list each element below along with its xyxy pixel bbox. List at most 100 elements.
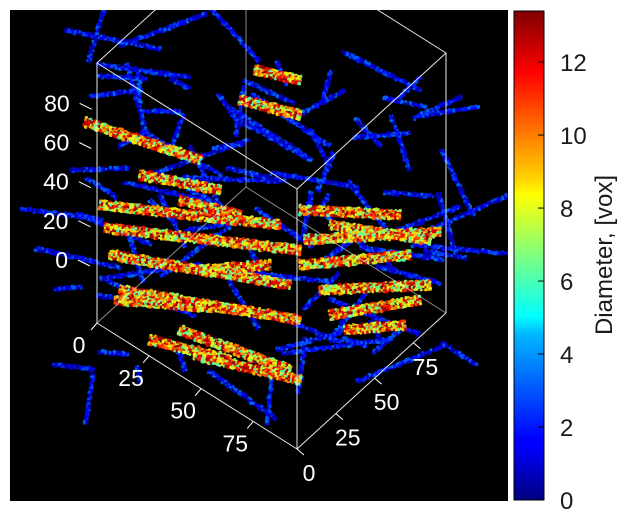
vessel-point — [432, 251, 436, 256]
vessel-point — [384, 319, 387, 322]
vessel-point — [337, 343, 341, 347]
vessel-point — [102, 165, 106, 170]
vessel-point — [177, 75, 180, 78]
vessel-point — [220, 171, 224, 175]
vessel-point — [442, 112, 445, 115]
vessel-point — [470, 213, 474, 217]
vessel-point — [383, 189, 387, 194]
vessel-point — [327, 253, 331, 257]
vessel-point — [268, 381, 271, 384]
vessel-point — [403, 131, 406, 134]
vessel-point — [226, 146, 230, 151]
vessel-point — [280, 350, 285, 355]
vessel-point — [83, 422, 86, 425]
vessel-point — [213, 170, 217, 174]
vessel-point — [256, 85, 260, 89]
vessel-point — [242, 42, 246, 46]
vessel-point — [292, 103, 295, 106]
vessel-point — [240, 179, 244, 184]
vessel-point — [110, 194, 113, 198]
vessel-point — [182, 113, 186, 117]
vessel-point — [19, 206, 23, 210]
vessel-point — [202, 227, 205, 231]
vessel-point — [92, 49, 95, 52]
vessel-point — [474, 364, 477, 367]
vessel-point — [351, 186, 355, 189]
vessel-point — [88, 260, 91, 263]
vessel-point — [109, 297, 112, 300]
vessel-point — [218, 173, 223, 178]
vessel-point — [139, 100, 143, 105]
vessel-point — [442, 244, 445, 247]
vessel-point — [138, 183, 142, 187]
vessel-point — [464, 254, 467, 258]
vessel-point — [182, 245, 185, 249]
vessel-point — [439, 112, 443, 116]
vessel-point — [388, 114, 392, 118]
vessel-point — [421, 114, 425, 118]
vessel-point — [427, 252, 431, 255]
vessel-point — [308, 303, 312, 307]
vessel-point — [374, 349, 377, 353]
vessel-point — [217, 92, 221, 96]
vessel-point — [448, 169, 452, 173]
vessel-point — [275, 346, 280, 351]
vessel-point — [446, 252, 449, 255]
vessel-point — [448, 254, 451, 257]
vessel-point — [439, 105, 443, 108]
vessel-point — [180, 357, 184, 361]
vessel-point — [175, 163, 179, 166]
vessel-point — [126, 69, 130, 73]
vessel-point — [310, 108, 314, 111]
vessel-point — [383, 132, 387, 136]
vessel-point — [208, 3, 212, 7]
vessel-point — [138, 42, 142, 46]
vessel-point — [35, 208, 38, 211]
vessel-point — [98, 275, 103, 280]
vessel-point — [159, 69, 164, 74]
vessel-point — [181, 360, 184, 363]
vessel-point — [453, 250, 456, 253]
vessel-point — [472, 363, 475, 367]
vessel-point — [429, 110, 433, 114]
vessel-point — [86, 258, 90, 262]
vessel-point — [207, 10, 211, 11]
vessel-point — [212, 7, 215, 10]
vessel-point — [404, 100, 408, 103]
vessel-point — [357, 194, 361, 198]
vessel-point — [146, 239, 150, 243]
vessel-point — [509, 192, 512, 195]
vessel-point — [425, 251, 429, 256]
vessel-point — [275, 180, 280, 184]
vessel-point — [239, 42, 242, 45]
vessel-point — [174, 222, 178, 226]
vessel-point — [104, 6, 108, 10]
vessel-point — [458, 212, 462, 217]
vessel-point — [112, 66, 115, 70]
vessel-point — [206, 371, 210, 375]
vessel-point — [447, 163, 450, 167]
vessel-point — [109, 64, 114, 69]
vessel-point — [333, 346, 337, 350]
vessel-point — [326, 142, 329, 146]
vessel-point — [112, 266, 115, 269]
vessel-point — [194, 251, 197, 254]
vessel-point — [238, 171, 241, 174]
vessel-point — [188, 254, 192, 258]
vessel-point — [299, 358, 303, 361]
vessel-point — [508, 195, 510, 197]
vessel-point — [391, 114, 394, 117]
vessel-point — [418, 192, 421, 196]
vessel-point — [326, 75, 330, 79]
vessel-point — [137, 93, 141, 98]
vessel-point — [492, 201, 495, 204]
vessel-point — [330, 72, 333, 75]
vessel-point — [123, 180, 127, 183]
vessel-point — [114, 67, 118, 71]
vessel-point — [454, 254, 458, 257]
vessel-point — [137, 42, 140, 45]
vessel-point — [178, 164, 182, 168]
vessel-point — [185, 17, 189, 21]
vessel-point — [159, 72, 164, 77]
vessel-point — [80, 166, 84, 170]
